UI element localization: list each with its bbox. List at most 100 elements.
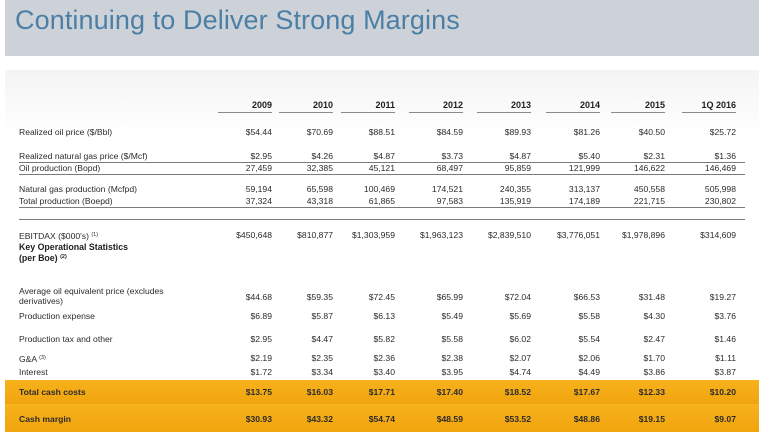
table-cell: $72.04 bbox=[504, 292, 531, 302]
row-label: Average oil equivalent price (excludes de… bbox=[19, 286, 219, 306]
column-header-underline bbox=[477, 112, 531, 113]
slide-title: Continuing to Deliver Strong Margins bbox=[15, 5, 460, 35]
table-row: Interest $1.72 $3.34 $3.40 $3.95 $4.74 $4.49 $3… bbox=[5, 367, 759, 379]
table-cell: 61,865 bbox=[368, 196, 395, 206]
table-cell: $4.26 bbox=[311, 151, 333, 161]
table-cell: 505,998 bbox=[704, 184, 736, 194]
table-cell: 135,919 bbox=[499, 196, 531, 206]
table-cell: $1.70 bbox=[643, 353, 665, 363]
row-label: Interest bbox=[19, 367, 219, 377]
table-cell: $1,978,896 bbox=[621, 230, 665, 240]
table-cell: 32,385 bbox=[306, 163, 333, 173]
row-label: Realized natural gas price ($/Mcf) bbox=[19, 151, 219, 161]
table-cell: $70.69 bbox=[306, 127, 333, 137]
table-row: Realized natural gas price ($/Mcf) $2.95 $… bbox=[5, 151, 759, 163]
table-cell: $5.58 bbox=[441, 334, 463, 344]
row-label: Cash margin bbox=[19, 414, 219, 424]
row-label-text: Production tax and other bbox=[19, 334, 113, 344]
row-label: EBITDAX ($000's) (1) bbox=[19, 230, 219, 241]
table-cell: $1,963,123 bbox=[419, 230, 463, 240]
table-cell: $4.30 bbox=[643, 311, 665, 321]
row-separator bbox=[19, 162, 745, 163]
table-cell: $5.69 bbox=[509, 311, 531, 321]
column-header-underline bbox=[279, 112, 333, 113]
row-label-text: EBITDAX ($000's) bbox=[19, 231, 89, 241]
table-cell: $54.44 bbox=[245, 127, 272, 137]
column-header-2011: 2011 bbox=[375, 100, 395, 110]
table-row: G&A (3) $2.19 $2.35 $2.36 $2.38 $2.07 $2.06 $1.… bbox=[5, 353, 759, 365]
table-cell: 313,137 bbox=[568, 184, 600, 194]
table-cell: $5.40 bbox=[578, 151, 600, 161]
table-cell: $2.36 bbox=[373, 353, 395, 363]
table-cell: $1.36 bbox=[714, 151, 736, 161]
table-row: Natural gas production (Mcfpd) 59,194 65,5… bbox=[5, 184, 759, 196]
row-label-text: Total production (Boepd) bbox=[19, 196, 113, 206]
row-label-text: derivatives) bbox=[19, 296, 63, 306]
table-cell: $314,609 bbox=[700, 230, 736, 240]
table-cell: 174,521 bbox=[431, 184, 463, 194]
table-row: Average oil equivalent price (excludes de… bbox=[5, 286, 759, 306]
footnote-marker: (3) bbox=[39, 355, 46, 361]
table-cell: $72.45 bbox=[368, 292, 395, 302]
table-cell: $2.07 bbox=[509, 353, 531, 363]
table-cell: 450,558 bbox=[633, 184, 665, 194]
table-cell: $16.03 bbox=[306, 387, 333, 397]
table-cell: $3.86 bbox=[643, 367, 665, 377]
row-label-line: derivatives) bbox=[19, 296, 219, 306]
table-cell: $53.52 bbox=[504, 414, 531, 424]
table-row: Cash margin $30.93 $43.32 $54.74 $48.59 $53.5… bbox=[5, 404, 759, 428]
table-cell: 221,715 bbox=[633, 196, 665, 206]
table-cell: 43,318 bbox=[306, 196, 333, 206]
row-label: G&A (3) bbox=[19, 353, 219, 364]
row-label-text: G&A bbox=[19, 354, 37, 364]
column-header-1q-2016: 1Q 2016 bbox=[701, 100, 736, 110]
table-cell: $2.95 bbox=[250, 334, 272, 344]
table-cell: $89.93 bbox=[504, 127, 531, 137]
table-cell: $65.99 bbox=[436, 292, 463, 302]
row-label: Production tax and other bbox=[19, 334, 219, 344]
row-label-text: Oil production (Bopd) bbox=[19, 163, 101, 173]
row-label-text: Realized natural gas price ($/Mcf) bbox=[19, 151, 148, 161]
table-cell: $3.34 bbox=[311, 367, 333, 377]
column-header-2012: 2012 bbox=[442, 100, 463, 110]
table-row: Realized oil price ($/Bbl) $54.44 $70.69 $8… bbox=[5, 127, 759, 139]
table-cell: 37,324 bbox=[245, 196, 272, 206]
table-row: Production tax and other $2.95 $4.47 $5.82 $… bbox=[5, 334, 759, 346]
table-row: Key Operational Statistics (per Boe) (2) bbox=[5, 242, 759, 263]
column-header-underline bbox=[409, 112, 463, 113]
row-label-text: Interest bbox=[19, 367, 48, 377]
table-cell: $1.72 bbox=[250, 367, 272, 377]
row-label: Total production (Boepd) bbox=[19, 196, 219, 206]
total-cash-costs-highlight bbox=[5, 380, 759, 404]
table-cell: 100,469 bbox=[363, 184, 395, 194]
column-header-2015: 2015 bbox=[644, 100, 665, 110]
table-cell: 95,859 bbox=[504, 163, 531, 173]
footnote-marker: (1) bbox=[91, 232, 99, 238]
table-cell: $43.32 bbox=[306, 414, 333, 424]
table-cell: $2.35 bbox=[311, 353, 333, 363]
table-cell: $2.95 bbox=[250, 151, 272, 161]
table-cell: $17.40 bbox=[436, 387, 463, 397]
table-panel: 2009 2010 2011 2012 2013 2014 2015 1Q 2016 Reali… bbox=[5, 70, 759, 432]
row-label-text: Production expense bbox=[19, 311, 95, 321]
table-cell: $4.49 bbox=[578, 367, 600, 377]
table-cell: 121,999 bbox=[568, 163, 600, 173]
table-cell: $810,877 bbox=[297, 230, 333, 240]
table-cell: 146,469 bbox=[704, 163, 736, 173]
table-cell: $3.87 bbox=[714, 367, 736, 377]
table-cell: $48.86 bbox=[573, 414, 600, 424]
table-cell: 59,194 bbox=[245, 184, 272, 194]
column-header-2009: 2009 bbox=[251, 100, 272, 110]
table-cell: $5.58 bbox=[578, 311, 600, 321]
table-row: EBITDAX ($000's) (1) $450,648 $810,877 $1,3… bbox=[5, 230, 759, 242]
table-cell: $19.27 bbox=[709, 292, 736, 302]
table-cell: $2,839,510 bbox=[487, 230, 531, 240]
table-cell: $66.53 bbox=[573, 292, 600, 302]
table-cell: $1.11 bbox=[715, 353, 736, 363]
row-label: Total cash costs bbox=[19, 387, 219, 397]
table-cell: 68,497 bbox=[436, 163, 463, 173]
table-cell: $5.87 bbox=[311, 311, 333, 321]
table-cell: $4.74 bbox=[509, 367, 531, 377]
row-label-line: Key Operational Statistics bbox=[19, 242, 129, 252]
table-cell: $3.95 bbox=[441, 367, 463, 377]
